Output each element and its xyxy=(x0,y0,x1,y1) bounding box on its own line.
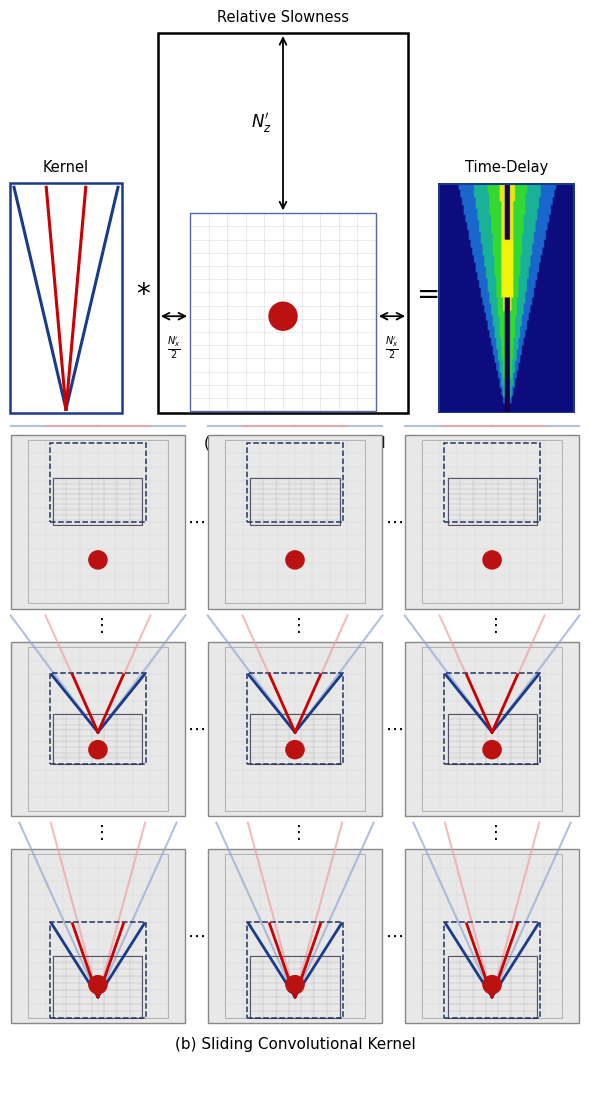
Bar xyxy=(225,854,365,1018)
Text: $\cdots$: $\cdots$ xyxy=(385,513,402,530)
Text: $\cdots$: $\cdots$ xyxy=(188,927,205,945)
Bar xyxy=(448,714,536,763)
Text: (a) Convolutional Model: (a) Convolutional Model xyxy=(204,436,386,450)
Text: $=$: $=$ xyxy=(411,279,439,307)
Bar xyxy=(448,956,536,1018)
Bar xyxy=(448,478,536,525)
Bar xyxy=(444,443,540,521)
Text: $\cdots$: $\cdots$ xyxy=(385,927,402,945)
Text: $*$: $*$ xyxy=(136,279,150,307)
Circle shape xyxy=(89,551,107,569)
Text: (b) Sliding Convolutional Kernel: (b) Sliding Convolutional Kernel xyxy=(175,1037,415,1052)
Circle shape xyxy=(286,976,304,993)
Text: $\vdots$: $\vdots$ xyxy=(486,823,498,842)
Text: $\vdots$: $\vdots$ xyxy=(486,616,498,635)
Text: Relative Slowness: Relative Slowness xyxy=(217,10,349,25)
Circle shape xyxy=(89,976,107,993)
Text: $\frac{N_x'}{2}$: $\frac{N_x'}{2}$ xyxy=(385,334,399,361)
Bar xyxy=(10,184,122,414)
Bar xyxy=(50,922,146,1018)
Bar xyxy=(50,443,146,521)
Bar xyxy=(251,714,339,763)
Bar xyxy=(444,673,540,763)
Bar xyxy=(247,443,343,521)
Bar xyxy=(422,647,562,811)
Bar xyxy=(190,213,376,411)
Text: $\cdots$: $\cdots$ xyxy=(188,719,205,738)
Text: $\vdots$: $\vdots$ xyxy=(92,823,104,842)
Text: $\vdots$: $\vdots$ xyxy=(289,823,301,842)
Circle shape xyxy=(269,302,297,330)
Text: $\vdots$: $\vdots$ xyxy=(92,616,104,635)
Text: Time-Delay: Time-Delay xyxy=(465,161,548,175)
Bar xyxy=(247,673,343,763)
Circle shape xyxy=(286,551,304,569)
Text: $\cdots$: $\cdots$ xyxy=(385,719,402,738)
Bar xyxy=(251,956,339,1018)
Bar xyxy=(28,440,168,604)
Bar xyxy=(54,478,142,525)
Text: Kernel: Kernel xyxy=(43,161,89,175)
Circle shape xyxy=(483,551,501,569)
Bar xyxy=(422,440,562,604)
Bar xyxy=(251,478,339,525)
Circle shape xyxy=(286,740,304,759)
Circle shape xyxy=(483,976,501,993)
Bar xyxy=(225,647,365,811)
Bar xyxy=(444,922,540,1018)
Bar xyxy=(54,714,142,763)
Bar xyxy=(422,854,562,1018)
Bar xyxy=(247,922,343,1018)
Bar xyxy=(28,854,168,1018)
Text: $\frac{N_x'}{2}$: $\frac{N_x'}{2}$ xyxy=(167,334,181,361)
Circle shape xyxy=(483,740,501,759)
Bar xyxy=(50,673,146,763)
Text: $N_z'$: $N_z'$ xyxy=(251,111,271,135)
Text: $\vdots$: $\vdots$ xyxy=(289,616,301,635)
Circle shape xyxy=(89,740,107,759)
Bar xyxy=(225,440,365,604)
Bar xyxy=(54,956,142,1018)
Bar xyxy=(28,647,168,811)
Bar xyxy=(158,33,408,414)
Text: $\cdots$: $\cdots$ xyxy=(188,513,205,530)
